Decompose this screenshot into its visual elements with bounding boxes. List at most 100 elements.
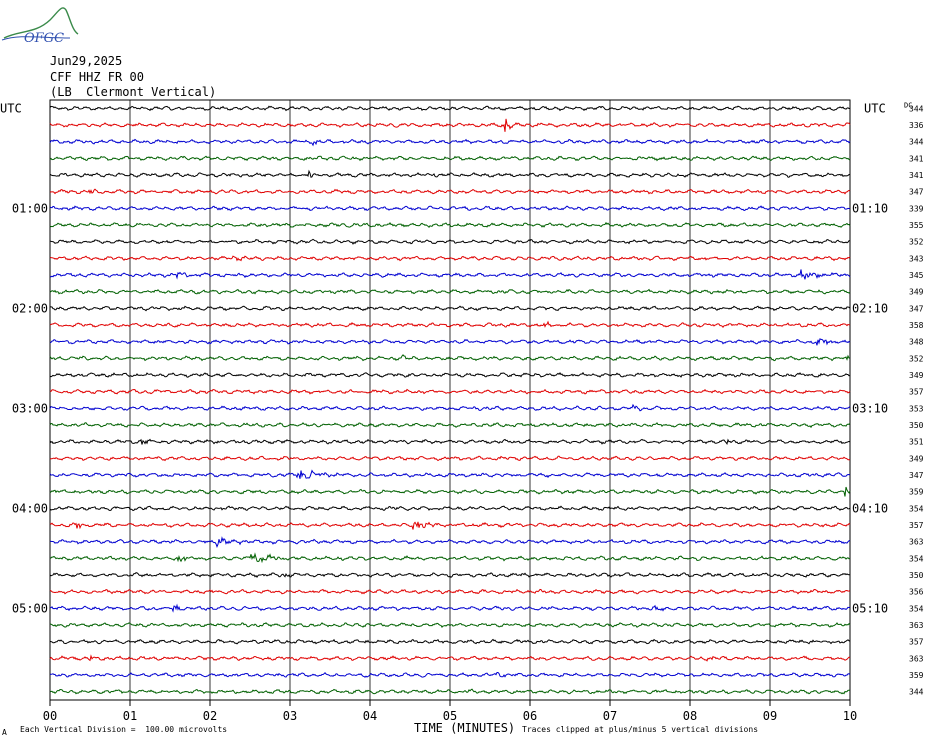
plot-date: Jun29,2025 (50, 54, 123, 68)
dc-offset-label: 348 (909, 338, 924, 347)
seismic-trace-row-1 (49, 118, 851, 132)
x-tick-label: 04 (363, 709, 377, 723)
x-tick-label: 00 (43, 709, 57, 723)
seismic-trace-row-5 (49, 188, 851, 195)
ofgc-logo: OFGC (1, 7, 79, 46)
seismic-trace-row-12 (49, 305, 851, 312)
seismic-trace-row-4 (49, 169, 851, 178)
seismic-trace-row-30 (49, 603, 851, 613)
seismic-trace-row-20 (49, 438, 851, 445)
seismic-trace-row-7 (49, 221, 851, 228)
dc-offset-label: 357 (909, 388, 924, 397)
seismic-trace-row-25 (49, 521, 851, 530)
seismic-trace-row-27 (49, 552, 851, 564)
dc-offset-label: 349 (909, 371, 924, 380)
dc-offset-label: 347 (909, 188, 924, 197)
dc-offset-label: 355 (909, 221, 924, 230)
station-code: CFF HHZ FR 00 (50, 70, 144, 84)
right-time-label: 02:10 (852, 301, 888, 315)
seismic-trace-row-8 (49, 238, 850, 245)
x-tick-label: 07 (603, 709, 617, 723)
x-tick-label: 05 (443, 709, 457, 723)
dc-offset-label: 344 (909, 138, 924, 147)
dc-offset-label: 339 (909, 204, 924, 213)
dc-offset-label: 356 (909, 588, 924, 597)
dc-offset-label: 354 (909, 604, 924, 613)
seismic-trace-row-24 (49, 505, 851, 512)
left-time-label: 02:00 (12, 301, 48, 315)
dc-offset-label: 347 (909, 304, 924, 313)
x-tick-label: 01 (123, 709, 137, 723)
scale-note: Each Vertical Division = 100.00 microvol… (20, 725, 228, 734)
x-tick-label: 06 (523, 709, 537, 723)
x-axis-label: TIME (MINUTES) (414, 721, 516, 735)
seismic-trace-row-14 (49, 338, 851, 346)
dc-offset-label: 344 (909, 104, 924, 113)
dc-header-label: DC (904, 101, 912, 109)
left-time-label: 05:00 (12, 601, 48, 615)
clip-note: Traces clipped at plus/minus 5 vertical … (522, 725, 759, 734)
right-time-label: 04:10 (852, 501, 888, 515)
x-tick-label: 02 (203, 709, 217, 723)
seismic-trace-row-19 (49, 422, 851, 429)
dc-offset-label: 341 (909, 154, 924, 163)
seismic-trace-row-3 (49, 155, 851, 162)
seismic-trace-row-34 (49, 672, 851, 678)
seismic-trace-row-13 (49, 320, 851, 329)
seismic-trace-row-18 (49, 403, 851, 412)
seismic-trace-row-23 (49, 486, 851, 497)
seismic-trace-row-15 (49, 354, 851, 362)
seismic-trace-row-26 (49, 536, 851, 548)
dc-offset-label: 347 (909, 471, 924, 480)
seismic-trace-row-32 (49, 638, 851, 645)
right-time-label: 05:10 (852, 601, 888, 615)
seismic-trace-row-33 (49, 654, 851, 662)
left-time-label: 03:00 (12, 401, 48, 415)
dc-offset-label: 358 (909, 321, 924, 330)
dc-offset-label: 357 (909, 521, 924, 530)
dc-offset-label: 350 (909, 571, 924, 580)
x-tick-label: 10 (843, 709, 857, 723)
dc-offset-label: 354 (909, 554, 924, 563)
seismic-trace-row-31 (49, 622, 851, 628)
x-tick-label: 09 (763, 709, 777, 723)
dc-offset-label: 357 (909, 638, 924, 647)
right-utc-label: UTC (864, 101, 886, 115)
dc-offset-label: 345 (909, 271, 924, 280)
scale-marker: A (2, 728, 7, 737)
dc-offset-label: 359 (909, 671, 924, 680)
seismic-trace-row-9 (49, 255, 851, 262)
seismic-trace-row-0 (49, 105, 851, 112)
right-time-label: 03:10 (852, 401, 888, 415)
dc-offset-label: 349 (909, 288, 924, 297)
seismic-trace-row-35 (49, 688, 851, 695)
seismic-trace-row-16 (49, 371, 851, 378)
dc-offset-label: 363 (909, 621, 924, 630)
dc-offset-label: 353 (909, 404, 924, 413)
dc-offset-label: 349 (909, 454, 924, 463)
left-time-label: 04:00 (12, 501, 48, 515)
seismic-trace-row-6 (49, 205, 851, 212)
logo-swoosh-blue (1, 36, 71, 41)
dc-offset-label: 350 (909, 421, 924, 430)
dc-offset-label: 363 (909, 538, 924, 547)
dc-offset-label: 352 (909, 354, 924, 363)
dc-offset-label: 354 (909, 504, 924, 513)
left-time-label: 01:00 (12, 201, 48, 215)
seismic-trace-row-21 (49, 455, 851, 462)
seismic-trace-row-17 (49, 388, 851, 395)
dc-offset-label: 341 (909, 171, 924, 180)
seismic-trace-row-28 (49, 572, 851, 578)
dc-offset-label: 343 (909, 254, 924, 263)
seismic-trace-row-2 (49, 138, 851, 147)
logo-text: OFGC (24, 31, 64, 46)
dc-offset-label: 352 (909, 238, 924, 247)
dc-offset-label: 344 (909, 688, 924, 697)
seismic-trace-row-11 (49, 288, 851, 295)
seismic-trace-row-10 (49, 269, 851, 280)
dc-offset-label: 359 (909, 488, 924, 497)
seismic-trace-row-22 (49, 469, 851, 479)
left-utc-label: UTC (0, 101, 22, 115)
logo-swoosh (3, 7, 79, 39)
